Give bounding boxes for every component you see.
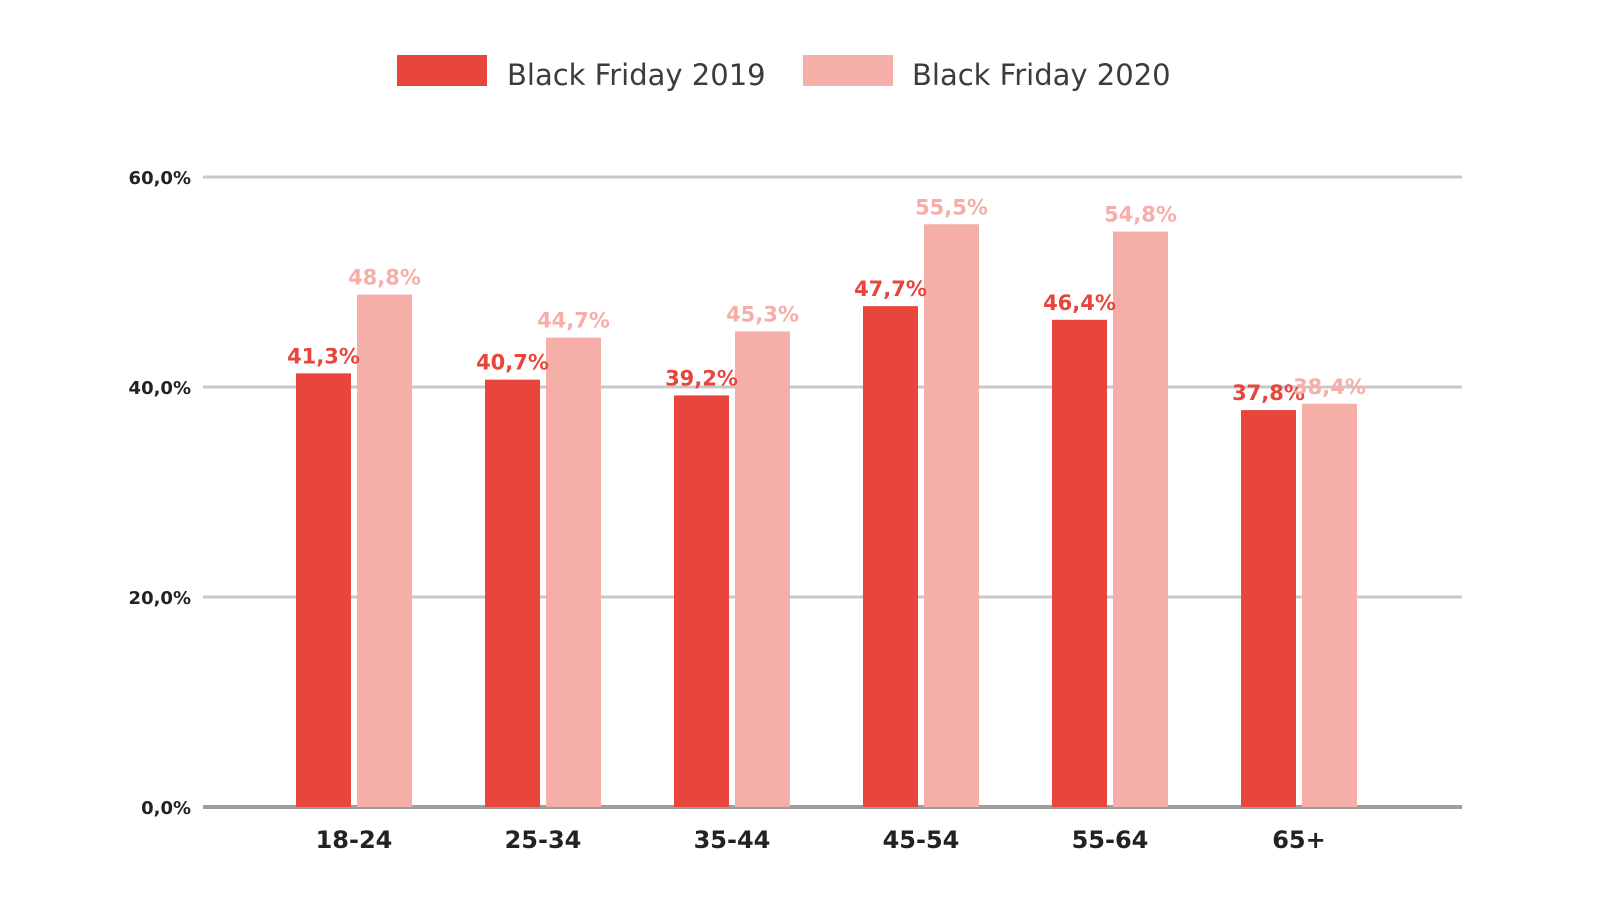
bar-2019-25-34 [485, 379, 540, 807]
data-label-2019-55-64: 46,4% [1043, 291, 1116, 315]
bar-2020-45-54 [924, 224, 979, 807]
y-tick-label: 60,0% [129, 168, 191, 189]
bars [296, 224, 1357, 808]
x-tick-label: 25-34 [505, 826, 582, 854]
x-tick-label: 18-24 [316, 826, 393, 854]
legend-swatch-2019 [397, 55, 487, 86]
legend: Black Friday 2019 Black Friday 2020 [397, 55, 1171, 92]
x-tick-label: 65+ [1272, 826, 1326, 854]
x-tick-label: 35-44 [694, 826, 771, 854]
data-label-2019-18-24: 41,3% [287, 344, 360, 368]
legend-label-2020: Black Friday 2020 [912, 58, 1171, 92]
x-tick-label: 55-64 [1072, 826, 1149, 854]
bar-2019-18-24 [296, 373, 351, 807]
data-label-2020-45-54: 55,5% [915, 195, 988, 219]
bar-2020-65+ [1302, 403, 1357, 807]
y-tick-label: 20,0% [129, 588, 191, 609]
bar-2019-55-64 [1052, 319, 1107, 807]
legend-swatch-2020 [803, 55, 893, 86]
data-label-2020-35-44: 45,3% [726, 302, 799, 326]
bar-2020-35-44 [735, 331, 790, 807]
data-label-2019-35-44: 39,2% [665, 366, 738, 390]
data-label-2020-55-64: 54,8% [1104, 203, 1177, 227]
y-tick-label: 40,0% [129, 378, 191, 399]
legend-label-2019: Black Friday 2019 [507, 58, 766, 92]
bar-2020-18-24 [357, 294, 412, 808]
data-label-2020-18-24: 48,8% [348, 266, 421, 290]
bar-2020-55-64 [1113, 231, 1168, 808]
bar-2019-65+ [1241, 410, 1296, 807]
data-labels: 41,3% 48,8% 40,7% 44,7% 39,2% 45,3% 47,7% 55,5%… [287, 195, 1366, 405]
bar-2020-25-34 [546, 337, 601, 807]
x-tick-label: 45-54 [883, 826, 960, 854]
x-axis: 18-24 25-34 35-44 45-54 55-64 65+ [316, 826, 1326, 854]
data-label-2020-65+: 38,4% [1293, 375, 1366, 399]
bar-2019-45-54 [863, 306, 918, 807]
data-label-2019-65+: 37,8% [1232, 381, 1305, 405]
data-label-2019-25-34: 40,7% [476, 351, 549, 375]
y-axis: 0,0% 20,0% 40,0% 60,0% [129, 168, 191, 819]
bar-2019-35-44 [674, 395, 729, 807]
data-label-2019-45-54: 47,7% [854, 277, 927, 301]
data-label-2020-25-34: 44,7% [537, 309, 610, 333]
y-tick-label: 0,0% [141, 798, 191, 819]
